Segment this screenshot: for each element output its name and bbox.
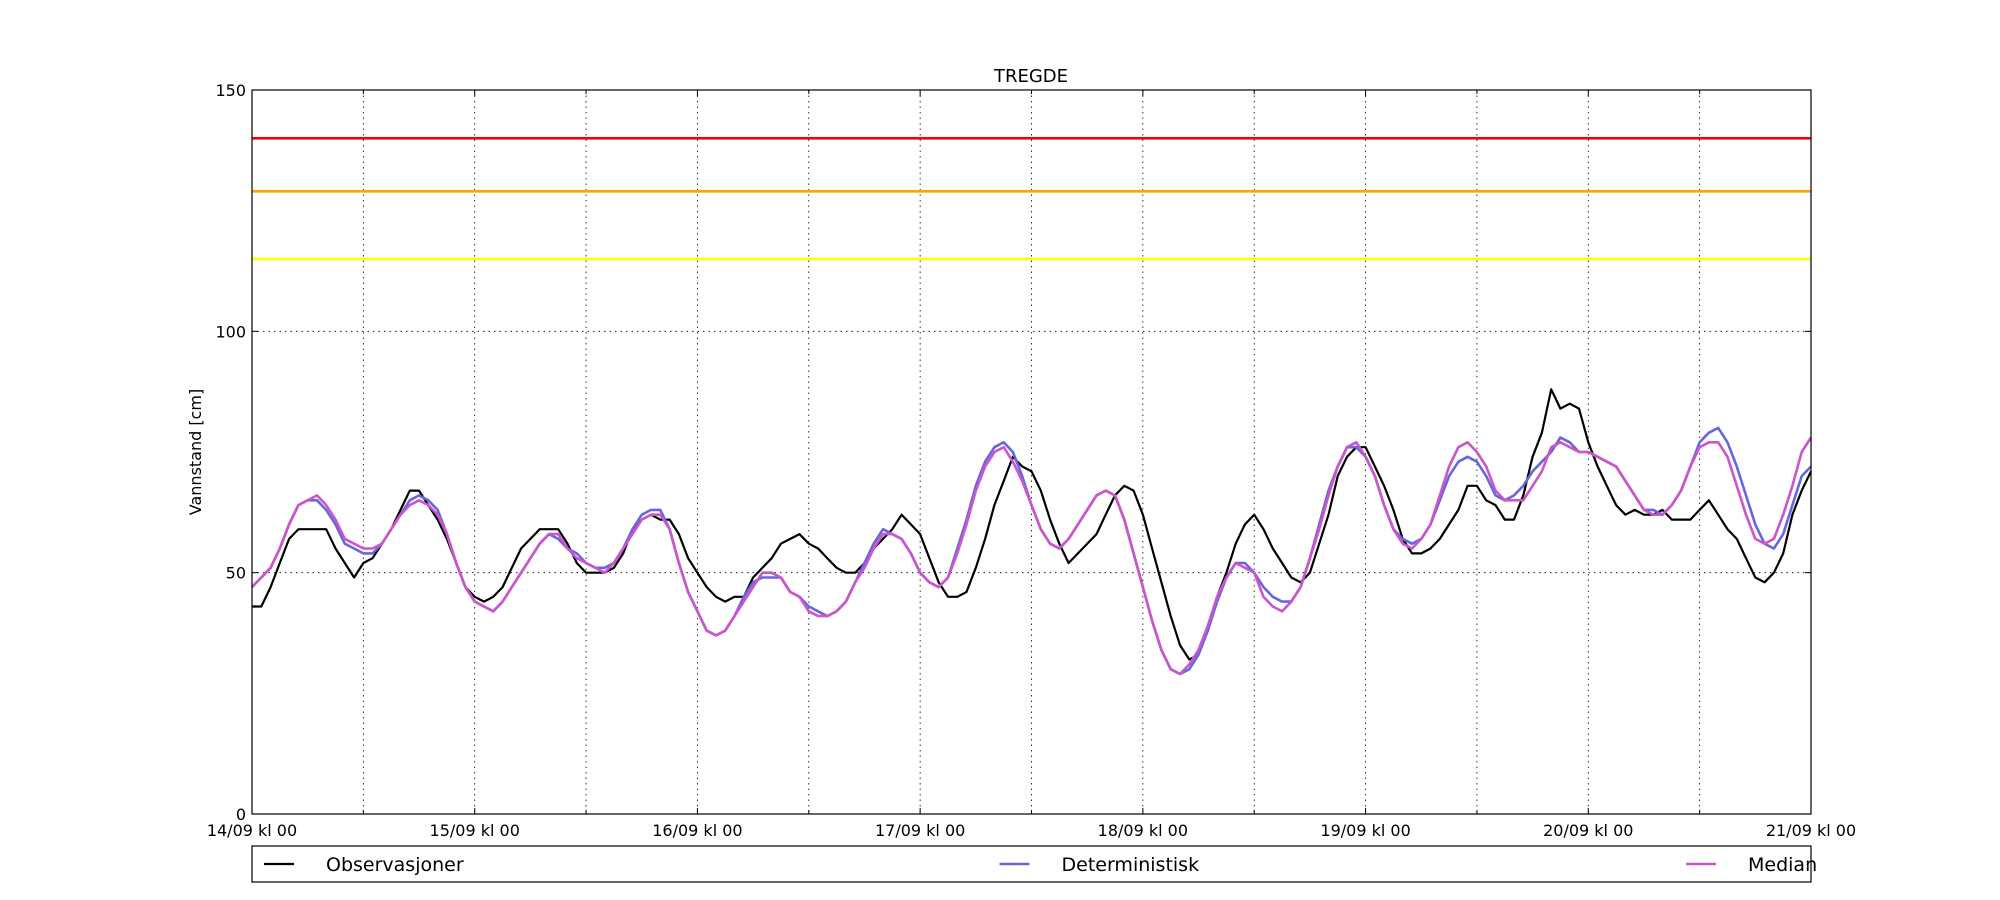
threshold-lines — [252, 136, 1811, 261]
y-axis-label: Vannstand [cm] — [186, 389, 205, 515]
legend-label: Median — [1748, 854, 1817, 876]
series-line — [251, 436, 1813, 676]
y-tick-label: 150 — [215, 81, 246, 100]
x-tick-label: 14/09 kl 00 — [207, 821, 297, 840]
x-tick-label: 17/09 kl 00 — [875, 821, 965, 840]
y-tick-label: 50 — [226, 564, 246, 583]
grid-lines — [252, 90, 1811, 814]
axis-ticks: 14/09 kl 00 15/09 kl 00 16/09 kl 00 17/09 k… — [207, 81, 1856, 840]
legend-frame — [251, 845, 1812, 883]
series-lines — [251, 388, 1813, 676]
legend: Observasjoner Deterministisk Median — [251, 845, 1817, 883]
y-tick-label: 0 — [236, 805, 246, 824]
x-tick-label: 15/09 kl 00 — [430, 821, 520, 840]
x-tick-label: 18/09 kl 00 — [1098, 821, 1188, 840]
x-tick-label: 20/09 kl 00 — [1543, 821, 1633, 840]
legend-label: Deterministisk — [1062, 854, 1200, 876]
y-tick-label: 100 — [215, 322, 246, 341]
chart-title: TREGDE — [993, 66, 1068, 87]
x-tick-label: 19/09 kl 00 — [1320, 821, 1410, 840]
series-line — [252, 388, 1812, 661]
legend-label: Observasjoner — [326, 854, 464, 876]
x-tick-label: 21/09 kl 00 — [1766, 821, 1856, 840]
x-tick-label: 16/09 kl 00 — [652, 821, 742, 840]
